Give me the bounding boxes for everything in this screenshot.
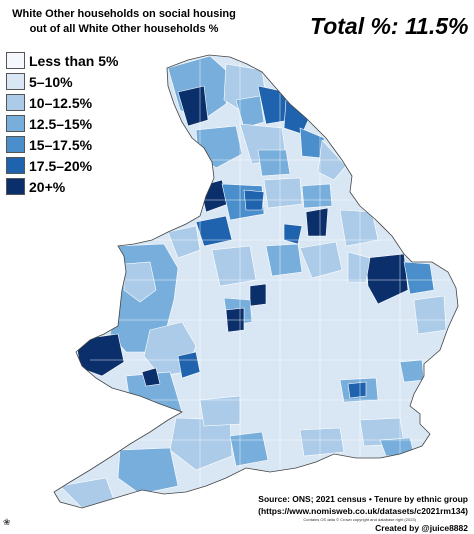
legend-item: 12.5–15% [6,113,118,134]
map-title: White Other households on social housing… [6,7,242,37]
legend-swatch [6,136,25,153]
map-land [53,54,459,509]
legend-item: 10–12.5% [6,92,118,113]
credit-note: Created by @juice8882 [375,523,468,533]
source-line-1: Source: ONS; 2021 census • Tenure by eth… [258,494,468,504]
title-line-1: White Other households on social housing [12,8,236,20]
legend-label: 10–12.5% [29,94,93,111]
legend-label: 15–17.5% [29,136,93,153]
legend-swatch [6,157,25,174]
legend-swatch [6,73,25,90]
legend-label: 17.5–20% [29,157,93,174]
legend-label: 5–10% [29,73,73,90]
legend-swatch [6,94,25,111]
source-note: Source: ONS; 2021 census • Tenure by eth… [258,493,468,517]
source-line-2: (https://www.nomisweb.co.uk/datasets/c20… [258,506,468,516]
title-line-2: out of all White Other households % [29,23,219,35]
legend-item: 15–17.5% [6,134,118,155]
legend-item: 20+% [6,176,118,197]
legend-swatch [6,52,25,69]
legend-label: Less than 5% [29,52,119,69]
copyright-note: Contains OS data © Crown copyright and d… [303,517,416,522]
legend-swatch [6,115,25,132]
logo-mark-icon: ❀ [3,517,11,527]
legend-swatch [6,178,25,195]
legend-label: 12.5–15% [29,115,93,132]
legend: Less than 5% 5–10% 10–12.5% 12.5–15% 15–… [6,50,118,197]
legend-item: 5–10% [6,71,118,92]
legend-label: 20+% [29,178,66,195]
total-percentage: Total %: 11.5% [310,13,469,39]
legend-item: Less than 5% [6,50,118,71]
legend-item: 17.5–20% [6,155,118,176]
